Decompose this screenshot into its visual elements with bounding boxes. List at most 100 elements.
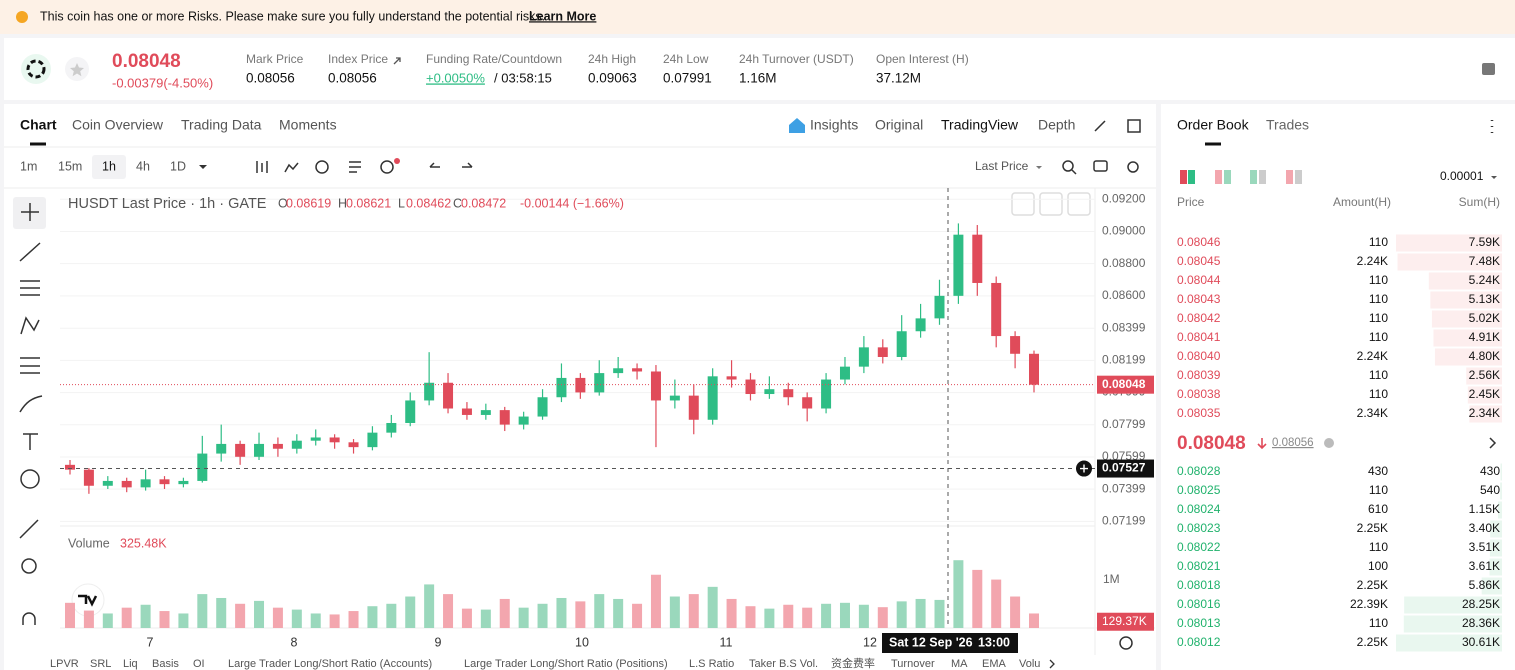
book-price[interactable]: 0.08025 (1177, 483, 1221, 497)
coin-logo (21, 54, 51, 84)
volume-bar (443, 594, 454, 628)
coin-logo-mark (26, 59, 46, 79)
book-price[interactable]: 0.08042 (1177, 311, 1221, 325)
indicator-tab[interactable]: Basis (152, 658, 179, 670)
book-price[interactable]: 0.08040 (1177, 349, 1221, 363)
interval[interactable]: 1m (20, 159, 37, 173)
chart-buttons[interactable] (1011, 192, 1091, 216)
book-tab[interactable]: Trades (1266, 117, 1309, 133)
book-price[interactable]: 0.08021 (1177, 559, 1221, 573)
book-price[interactable]: 0.08045 (1177, 254, 1221, 268)
view-option[interactable]: Original (875, 117, 923, 133)
book-mode-icon[interactable] (1286, 170, 1293, 184)
y-tick-label: 0.07799 (1102, 417, 1146, 431)
book-price[interactable]: 0.08012 (1177, 635, 1221, 649)
stat-label: Funding Rate/Countdown (426, 52, 562, 66)
book-amount: 2.24K (1357, 349, 1388, 363)
view-option[interactable]: Insights (810, 117, 858, 133)
depth-bar (1489, 539, 1502, 557)
book-price[interactable]: 0.08018 (1177, 578, 1221, 592)
indicator-tab[interactable]: Turnover (891, 658, 935, 670)
indicator-tab[interactable]: Large Trader Long/Short Ratio (Accounts) (228, 658, 432, 670)
volume-bar (575, 601, 586, 628)
book-mode-icon[interactable] (1188, 170, 1195, 184)
chevron[interactable] (1489, 437, 1497, 449)
interval[interactable]: 4h (136, 159, 150, 173)
interval[interactable]: 1D (170, 159, 186, 173)
candle-body (254, 443, 265, 457)
book-price[interactable]: 0.08035 (1177, 406, 1221, 420)
view-option[interactable]: Depth (1038, 117, 1075, 133)
book-price[interactable]: 0.08046 (1177, 235, 1221, 249)
axis-settings[interactable] (1119, 636, 1133, 650)
book-price[interactable]: 0.08023 (1177, 521, 1221, 535)
toolbar-icons[interactable] (256, 119, 1141, 175)
book-mode-icon[interactable] (1250, 170, 1257, 184)
x-tick-label: 11 (720, 635, 733, 649)
book-sum: 7.59K (1469, 235, 1500, 249)
book-tab[interactable]: Order Book (1177, 117, 1250, 133)
volume-bar (405, 596, 416, 628)
book-mode-icon[interactable] (1259, 170, 1266, 184)
chart-tab[interactable]: Moments (279, 117, 337, 133)
candle-body (934, 295, 945, 319)
indicator-tab[interactable]: L.S Ratio (689, 658, 734, 670)
book-price[interactable]: 0.08039 (1177, 368, 1221, 382)
precision: 0.00001 (1440, 169, 1484, 183)
book-price[interactable]: 0.08043 (1177, 292, 1221, 306)
chart-tab[interactable]: Coin Overview (72, 117, 164, 133)
book-mode-icon[interactable] (1295, 170, 1302, 184)
dropdown-arrow (1491, 176, 1497, 179)
candle-body (367, 432, 378, 448)
book-price[interactable]: 0.08024 (1177, 502, 1221, 516)
indicator-tab[interactable]: LPVR (50, 658, 79, 670)
volume-bar (83, 610, 94, 628)
interval[interactable]: 1h (102, 159, 116, 173)
volume-bar (291, 609, 302, 628)
indicator-tab[interactable]: SRL (90, 658, 111, 670)
book-price[interactable]: 0.08041 (1177, 330, 1221, 344)
candle-body (594, 373, 605, 393)
drawing-toolbar[interactable] (19, 203, 43, 625)
volume-bar (858, 604, 869, 628)
indicator-tab[interactable]: OI (193, 658, 205, 670)
candle-body (405, 400, 416, 423)
chart-tab[interactable]: Chart (20, 117, 57, 133)
book-price[interactable]: 0.08016 (1177, 597, 1221, 611)
interval[interactable]: 15m (58, 159, 82, 173)
indicator-tab[interactable]: 资金费率 (831, 656, 875, 670)
book-price[interactable]: 0.08022 (1177, 540, 1221, 554)
book-mode-icon[interactable] (1215, 170, 1222, 184)
mark-price: 0.08056 (1272, 437, 1314, 449)
indicator-tab[interactable]: MA (951, 658, 968, 670)
book-mode-icon[interactable] (1224, 170, 1231, 184)
book-price[interactable]: 0.08044 (1177, 273, 1221, 287)
book-amount: 430 (1368, 464, 1388, 478)
banner-link[interactable]: Learn More (529, 9, 596, 23)
chart-title: HUSDT Last Price · 1h · GATE (68, 196, 267, 212)
indicator-tab[interactable]: EMA (982, 658, 1007, 670)
indicator-tab[interactable]: Liq (123, 658, 138, 670)
book-amount: 2.34K (1357, 406, 1388, 420)
volume-bar (839, 602, 850, 628)
book-price[interactable]: 0.08013 (1177, 616, 1221, 630)
book-sum: 5.86K (1469, 578, 1500, 592)
stat-label: 24h Low (663, 52, 709, 66)
book-amount: 110 (1369, 616, 1388, 630)
indicator-tab[interactable]: Volu (1019, 658, 1040, 670)
book-icon[interactable] (1482, 63, 1495, 75)
chart-tab[interactable]: Trading Data (181, 117, 262, 133)
price-source[interactable]: Last Price (975, 159, 1029, 173)
depth-bar (1396, 634, 1502, 652)
indicator-tab[interactable]: Large Trader Long/Short Ratio (Positions… (464, 658, 668, 670)
book-price[interactable]: 0.08038 (1177, 387, 1221, 401)
book-price[interactable]: 0.08028 (1177, 464, 1221, 478)
candle-body (310, 437, 321, 441)
volume-bar (178, 613, 189, 628)
view-option[interactable]: TradingView (941, 117, 1019, 133)
volume-bar (1029, 613, 1039, 628)
scroll-right[interactable] (1049, 659, 1055, 669)
volume-bar (424, 584, 435, 628)
indicator-tab[interactable]: Taker B.S Vol. (749, 658, 818, 670)
book-mode-icon[interactable] (1180, 170, 1187, 184)
